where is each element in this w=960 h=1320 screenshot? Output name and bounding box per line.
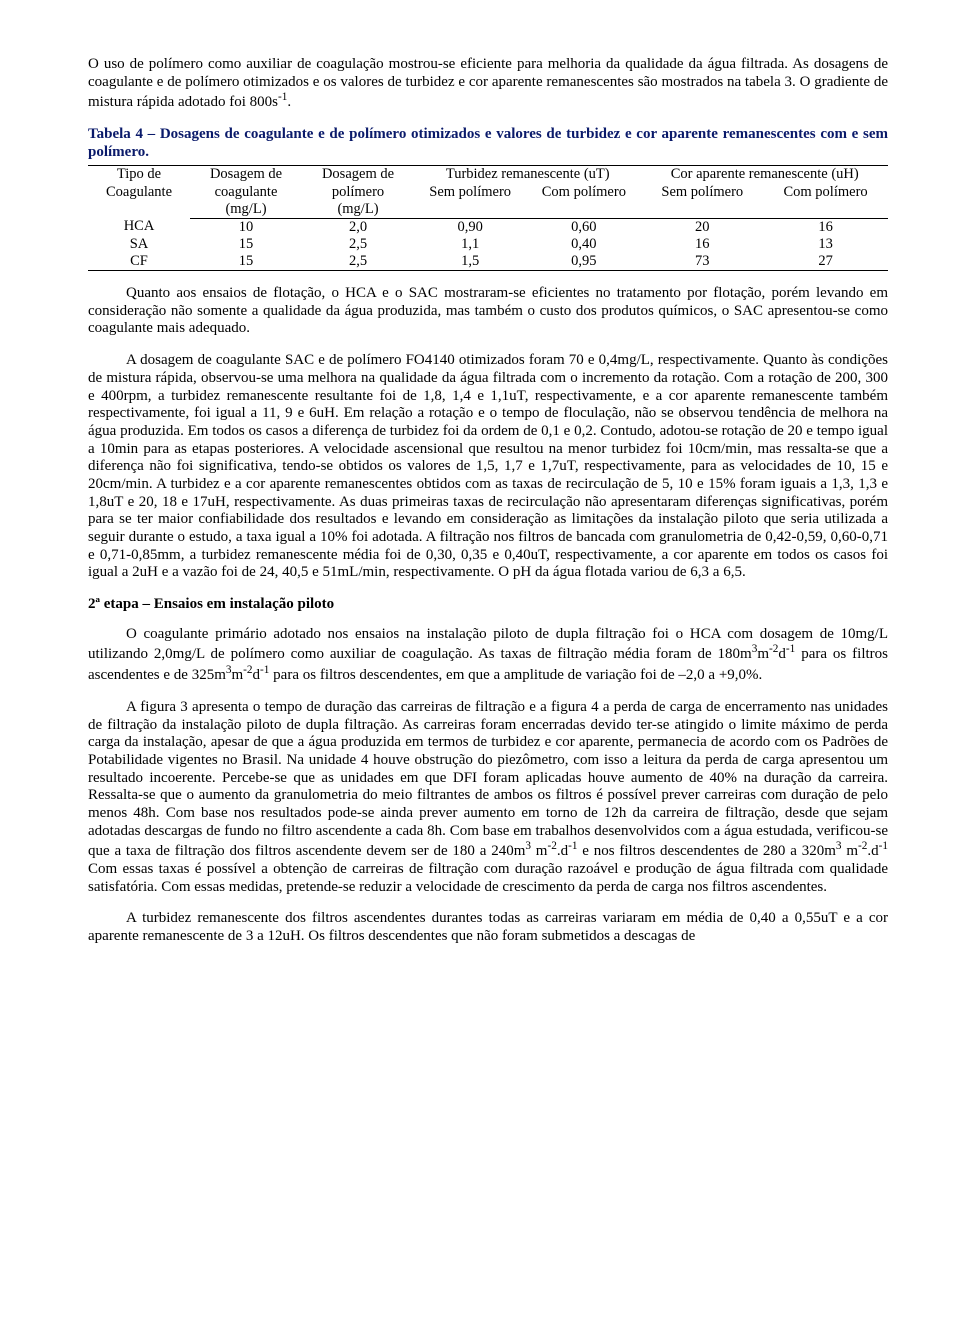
paragraph-3: A dosagem de coagulante SAC e de polímer… [88,352,888,582]
paragraph-4: O coagulante primário adotado nos ensaio… [88,626,888,685]
th-poly-a: Dosagem de [322,166,394,182]
sub-b: Com polímero [542,184,626,200]
th-color: Cor aparente remanescente (uH) [671,166,859,182]
table4-caption: Tabela 4 – Dosagens de coagulante e de p… [88,126,888,161]
th-type: Tipo de Coagulante [106,166,172,199]
th-poly-b: polímero [332,184,384,200]
table-row: SA 15 2,5 1,1 0,40 16 13 [88,236,888,253]
table-row: HCA 10 2,0 0,90 0,60 20 16 [88,218,888,236]
sub-d: Com polímero [783,184,867,200]
paragraph-5: A figura 3 apresenta o tempo de duração … [88,699,888,897]
paragraph-1: O uso de polímero como auxiliar de coagu… [88,56,888,112]
paragraph-6: A turbidez remanescente dos filtros asce… [88,910,888,945]
table-row: CF 15 2,5 1,5 0,95 73 27 [88,253,888,271]
th-turb: Turbidez remanescente (uT) [446,166,610,182]
sub-a: Sem polímero [429,184,511,200]
paragraph-2: Quanto aos ensaios de flotação, o HCA e … [88,285,888,338]
table4: Tipo de Coagulante Dosagem de Dosagem de… [88,165,888,271]
sub-c: Sem polímero [661,184,743,200]
p1-end: . [287,94,291,110]
p1-sup: -1 [278,91,287,103]
th-coag-b: coagulante [215,184,278,200]
th-coag-a: Dosagem de [210,166,282,182]
section-title: 2ª etapa – Ensaios em instalação piloto [88,596,888,614]
p1-text: O uso de polímero como auxiliar de coagu… [88,56,888,110]
th-coag-c: (mg/L) [225,201,266,217]
th-poly-c: (mg/L) [337,201,378,217]
